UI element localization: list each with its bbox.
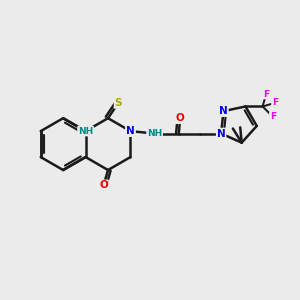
Text: NH: NH xyxy=(78,127,93,136)
Text: F: F xyxy=(270,112,276,121)
Text: O: O xyxy=(99,180,108,190)
Text: N: N xyxy=(217,128,226,139)
Text: N: N xyxy=(126,126,135,136)
Text: NH: NH xyxy=(147,129,162,138)
Text: N: N xyxy=(126,126,135,136)
Text: N: N xyxy=(219,106,228,116)
Text: F: F xyxy=(263,90,269,99)
Text: O: O xyxy=(176,113,184,123)
Text: F: F xyxy=(272,98,278,107)
Text: S: S xyxy=(115,98,122,108)
